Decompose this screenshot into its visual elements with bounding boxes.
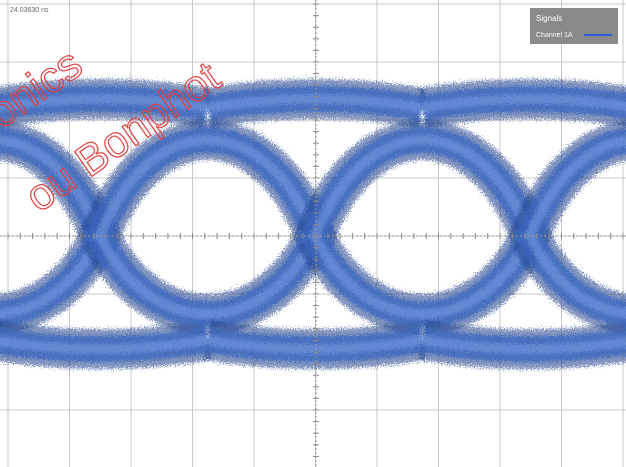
eye-trace [525, 233, 626, 319]
eye-trace [310, 233, 535, 319]
timestamp: 24.03630 ns [10, 7, 49, 14]
legend-box [530, 8, 618, 44]
legend-entry: Channel 1A [536, 32, 573, 39]
eye-trace [0, 233, 105, 319]
eye-trace [206, 94, 424, 113]
eye-trace [0, 335, 209, 354]
eye-trace [206, 335, 424, 354]
legend-title: Signals [536, 14, 562, 23]
legend: Signals Channel 1A [530, 8, 618, 44]
eye-trace [0, 94, 209, 113]
eye-pattern [0, 79, 626, 369]
eye-trace [421, 94, 626, 113]
eye-trace [95, 233, 320, 319]
eye-trace [310, 135, 535, 238]
eye-trace [421, 335, 626, 354]
eye-trace [525, 135, 626, 238]
eye-trace [0, 135, 105, 238]
eye-trace [95, 135, 320, 238]
